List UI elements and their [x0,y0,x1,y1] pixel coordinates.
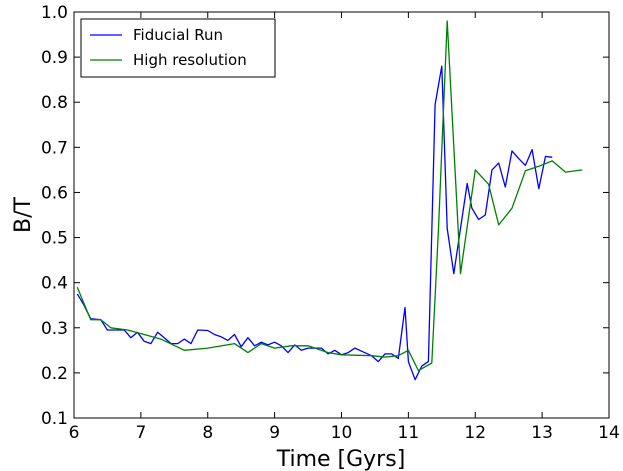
x-tick-label: 6 [69,423,80,443]
x-tick-label: 11 [398,423,420,443]
y-tick-label: 0.7 [41,138,68,158]
series-line-high-resolution [76,20,583,372]
legend: Fiducial Run High resolution [80,18,276,78]
y-tick-label: 0.6 [41,183,68,203]
x-tick-label: 14 [598,423,620,443]
legend-label-highres: High resolution [133,51,247,69]
axis-ticks [73,11,610,419]
x-tick-label: 13 [531,423,553,443]
x-tick-label: 10 [331,423,353,443]
legend-label-fiducial: Fiducial Run [133,26,223,44]
y-tick-label: 0.4 [41,274,68,294]
y-tick-label: 0.2 [41,364,68,384]
y-axis-title: B/T [11,196,36,233]
y-tick-label: 1.0 [41,3,68,23]
y-tick-label: 0.3 [41,319,68,339]
x-tick-label: 7 [135,423,146,443]
x-tick-label: 12 [464,423,486,443]
x-axis-title: Time [Gyrs] [276,447,406,471]
legend-box [80,18,276,78]
series-lines [76,20,583,381]
series-line-fiducial-run [76,65,553,381]
y-tick-label: 0.5 [41,229,68,249]
x-tick-label: 8 [202,423,213,443]
y-tick-label: 0.9 [41,48,68,68]
x-tick-label: 9 [269,423,280,443]
y-tick-label: 0.1 [41,409,68,429]
y-tick-label: 0.8 [41,93,68,113]
axis-tick-labels: 6 7 8 9 10 11 12 13 14 0.1 0.2 0.3 0.4 0.5 0.6 0.7 0.8 0.… [41,3,620,443]
